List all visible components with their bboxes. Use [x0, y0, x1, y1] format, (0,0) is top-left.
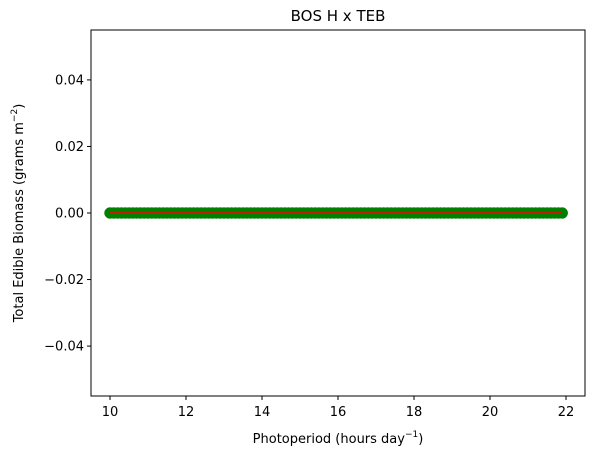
x-tick-label: 22 — [558, 405, 575, 420]
x-axis-ticks: 10 12 14 16 18 20 22 — [102, 396, 575, 420]
chart-title: BOS H x TEB — [291, 7, 386, 25]
y-tick-label: −0.02 — [44, 273, 84, 288]
plot-area — [104, 207, 568, 219]
x-tick-label: 10 — [102, 405, 119, 420]
y-axis-ticks: −0.04 −0.02 0.00 0.02 0.04 — [44, 73, 91, 355]
x-tick-label: 16 — [330, 405, 347, 420]
x-tick-label: 18 — [406, 405, 423, 420]
y-tick-label: 0.02 — [55, 140, 84, 155]
x-tick-label: 20 — [482, 405, 499, 420]
y-tick-label: 0.04 — [55, 73, 84, 88]
y-axis-label: Total Edible Biomass (grams m−2) — [10, 104, 27, 324]
x-tick-label: 14 — [254, 405, 271, 420]
x-tick-label: 12 — [178, 405, 195, 420]
x-axis-label: Photoperiod (hours day−1) — [253, 430, 424, 447]
y-tick-label: 0.00 — [55, 207, 84, 222]
y-tick-label: −0.04 — [44, 340, 84, 355]
